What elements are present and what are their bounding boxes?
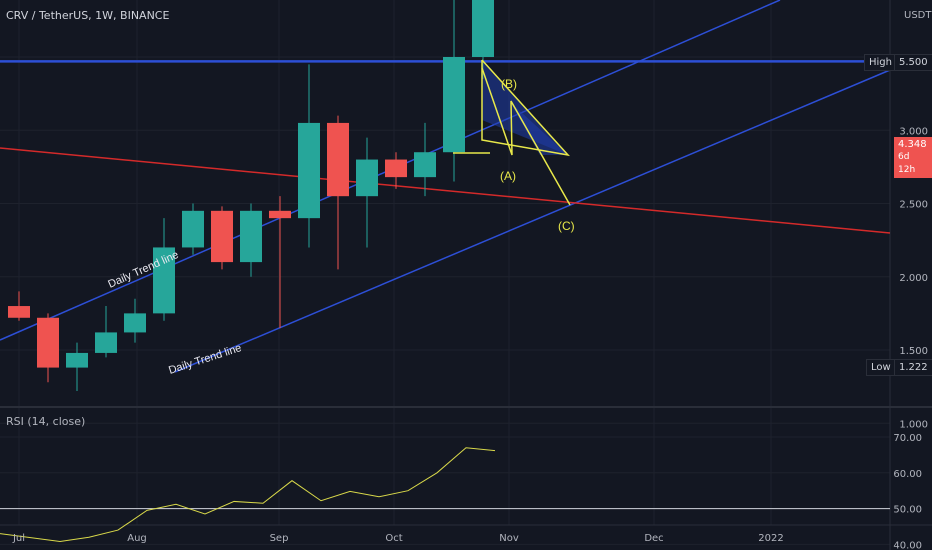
candle-body [356,159,378,197]
wave-c-label: (C) [558,219,575,233]
time-tick-label: 2022 [758,533,783,544]
wave-pattern [453,59,571,206]
rsi-tick-label: 50.00 [893,505,922,516]
price-tick-label: 2.500 [899,200,928,211]
time-tick-label: Dec [644,533,663,544]
time-tick-label: Oct [385,533,402,544]
wave-path [481,67,571,206]
candle-body [298,122,320,219]
axes: 6.0005.0004.5004.0003.5003.0002.5002.000… [12,53,928,550]
rsi-title: RSI (14, close) [6,415,86,428]
last-price-badge: 4.348 [894,137,932,152]
low-label: Low [866,359,896,376]
channel-lower-line [174,69,891,373]
high-value: 5.500 [894,54,932,71]
candle-body [414,152,436,178]
candle-body [327,122,349,197]
candle-body [95,332,117,353]
low-value: 1.222 [894,359,932,376]
countdown-badge: 6d 12h [894,150,932,178]
candlesticks [8,0,494,392]
price-tick-label: 3.000 [899,126,928,137]
candle-body [269,210,291,219]
wave-a-label: (A) [500,169,516,183]
high-label: High [864,54,897,71]
candle-body [153,247,175,314]
wave-fill-inner [510,102,568,155]
time-tick-label: Sep [270,533,289,544]
candle-body [8,306,30,318]
wave-triangle-outer [481,59,571,157]
time-tick-label: Nov [499,533,519,544]
rsi-pane [0,447,890,543]
rsi-tick-label: 40.00 [893,540,922,550]
rsi-line [0,447,496,543]
candle-body [211,210,233,263]
wave-b-label: (B) [501,77,517,91]
trend-label-lower: Daily Trend line [167,342,243,377]
candle-body [443,57,465,153]
candle-body [385,159,407,178]
candle-body [182,210,204,248]
price-tick-label: 1.000 [899,419,928,430]
chart-title: CRV / TetherUS, 1W, BINANCE [6,9,170,22]
rsi-tick-label: 70.00 [893,433,922,444]
candle-body [66,352,88,368]
candle-body [240,210,262,263]
time-tick-label: Jul [12,533,25,544]
descending-red-line [0,147,891,234]
price-tick-label: 2.000 [899,273,928,284]
candle-body [472,0,494,58]
currency-label[interactable]: USDT [904,10,932,21]
rsi-tick-label: 60.00 [893,469,922,480]
candle-body [37,317,59,368]
candle-body [124,313,146,333]
time-tick-label: Aug [127,533,147,544]
price-tick-label: 1.500 [899,346,928,357]
